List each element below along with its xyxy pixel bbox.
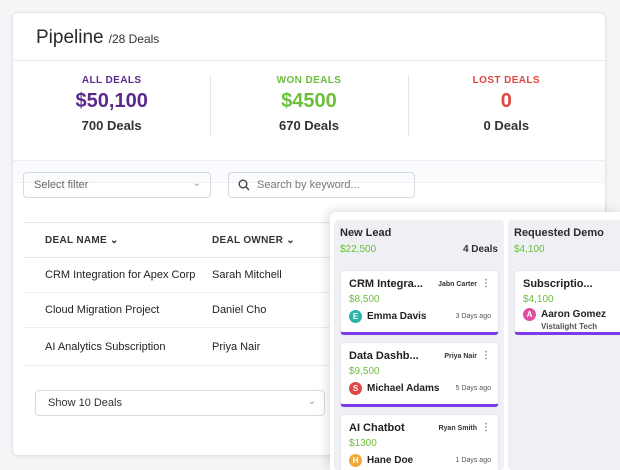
contact-name: Michael Adams bbox=[367, 383, 440, 394]
deal-owner: Ryan Smith bbox=[438, 424, 477, 432]
stat-value: $4500 bbox=[281, 90, 337, 112]
stat-label: WON DEALS bbox=[276, 75, 342, 86]
deal-card[interactable]: AI Chatbot Ryan Smith ⋮ $1300 H Hane Doe 1… bbox=[340, 414, 499, 470]
column-name: New Lead bbox=[340, 227, 392, 239]
search-icon bbox=[238, 179, 250, 191]
deal-owner-cell: Sarah Mitchell bbox=[212, 269, 282, 281]
page-size-select[interactable]: Show 10 Deals ⌄ bbox=[35, 390, 325, 416]
table-header: DEAL NAME ⌄ DEAL OWNER ⌄ bbox=[23, 222, 594, 258]
deal-card[interactable]: Data Dashb... Priya Nair ⋮ $9,500 S Michae… bbox=[340, 342, 499, 407]
deal-title: Subscriptio... bbox=[523, 278, 593, 290]
deal-price: $9,500 bbox=[349, 366, 380, 377]
deal-name-cell: CRM Integration for Apex Corp bbox=[45, 269, 196, 281]
column-deal-name[interactable]: DEAL NAME ⌄ bbox=[45, 234, 119, 246]
avatar: S bbox=[349, 382, 362, 395]
kanban-column-new-lead: New Lead $22,500 4 Deals CRM Integra... J… bbox=[334, 220, 504, 470]
deal-card[interactable]: CRM Integra... Jabn Carter ⋮ $8,500 E Emma… bbox=[340, 270, 499, 335]
contact-name: Aaron Gomez bbox=[541, 309, 607, 320]
page-title: Pipeline bbox=[36, 27, 104, 48]
column-header: New Lead $22,500 4 Deals bbox=[334, 220, 504, 262]
stat-sub: 700 Deals bbox=[81, 118, 142, 133]
page-size-label: Show 10 Deals bbox=[48, 397, 122, 409]
search-input[interactable]: Search by keyword... bbox=[228, 172, 415, 198]
pipeline-header: Pipeline /28 Deals bbox=[13, 13, 605, 61]
deal-owner: Jabn Carter bbox=[438, 280, 477, 288]
deal-price: $1300 bbox=[349, 438, 377, 449]
chevron-down-icon: ⌄ bbox=[192, 178, 201, 189]
avatar: A bbox=[523, 308, 536, 321]
column-header: Requested Demo $4,100 bbox=[508, 220, 620, 262]
deal-title: AI Chatbot bbox=[349, 422, 405, 434]
stat-value: 0 bbox=[500, 90, 512, 112]
deal-name-cell: Cloud Migration Project bbox=[45, 304, 160, 316]
filter-select-placeholder: Select filter bbox=[34, 179, 89, 191]
avatar: H bbox=[349, 454, 362, 467]
stat-value: $50,100 bbox=[75, 90, 148, 112]
deal-owner-cell: Priya Nair bbox=[212, 340, 261, 353]
stat-sub: 670 Deals bbox=[278, 118, 339, 133]
deal-price: $8,500 bbox=[349, 294, 380, 305]
contact-name: Emma Davis bbox=[367, 311, 427, 322]
chevron-down-icon: ⌄ bbox=[307, 396, 316, 407]
column-amount: $4,100 bbox=[514, 244, 545, 255]
search-placeholder: Search by keyword... bbox=[257, 179, 360, 191]
more-options-icon[interactable]: ⋮ bbox=[481, 278, 491, 289]
contact-name: Hane Doe bbox=[367, 455, 414, 466]
more-options-icon[interactable]: ⋮ bbox=[481, 422, 491, 433]
column-amount: $22,500 bbox=[340, 244, 377, 255]
avatar: E bbox=[349, 310, 362, 323]
deal-age: 5 Days ago bbox=[455, 385, 491, 392]
kanban-column-requested-demo: Requested Demo $4,100 Subscriptio... $4,… bbox=[508, 220, 620, 470]
stat-all-deals[interactable]: ALL DEALS $50,100 700 Deals bbox=[13, 61, 210, 160]
column-count: 4 Deals bbox=[462, 244, 498, 255]
deal-age: 3 Days ago bbox=[455, 313, 491, 320]
stat-lost-deals[interactable]: LOST DEALS 0 0 Deals bbox=[407, 61, 605, 160]
kanban-board: New Lead $22,500 4 Deals CRM Integra... J… bbox=[330, 212, 620, 470]
deal-name-cell: AI Analytics Subscription bbox=[45, 340, 166, 353]
company-name: Vistalight Tech bbox=[541, 322, 598, 331]
filter-bar: Select filter ⌄ Search by keyword... bbox=[23, 172, 415, 198]
deal-age: 1 Days ago bbox=[455, 457, 491, 464]
stat-label: ALL DEALS bbox=[81, 75, 142, 86]
deal-owner-cell: Daniel Cho bbox=[212, 304, 267, 316]
stats-row: ALL DEALS $50,100 700 Deals WON DEALS $4… bbox=[13, 61, 605, 161]
column-deal-owner[interactable]: DEAL OWNER ⌄ bbox=[212, 234, 295, 246]
table-row[interactable]: CRM Integration for Apex Corp Sarah Mitc… bbox=[23, 258, 594, 293]
deal-title: Data Dashb... bbox=[349, 350, 419, 362]
deal-count: /28 Deals bbox=[108, 32, 160, 46]
deals-table: DEAL NAME ⌄ DEAL OWNER ⌄ CRM Integration… bbox=[23, 222, 594, 366]
deal-title: CRM Integra... bbox=[349, 278, 423, 290]
stat-label: LOST DEALS bbox=[472, 75, 540, 86]
stat-won-deals[interactable]: WON DEALS $4500 670 Deals bbox=[210, 61, 407, 160]
table-row[interactable]: Cloud Migration Project Daniel Cho bbox=[23, 293, 594, 328]
column-name: Requested Demo bbox=[514, 227, 604, 239]
deal-price: $4,100 bbox=[523, 294, 554, 305]
deal-card[interactable]: Subscriptio... $4,100 A Aaron Gomez Vista… bbox=[514, 270, 620, 335]
filter-select[interactable]: Select filter ⌄ bbox=[23, 172, 211, 198]
deal-owner: Priya Nair bbox=[444, 352, 477, 360]
more-options-icon[interactable]: ⋮ bbox=[481, 350, 491, 361]
table-row[interactable]: AI Analytics Subscription Priya Nair bbox=[23, 328, 594, 366]
stat-sub: 0 Deals bbox=[483, 118, 530, 133]
